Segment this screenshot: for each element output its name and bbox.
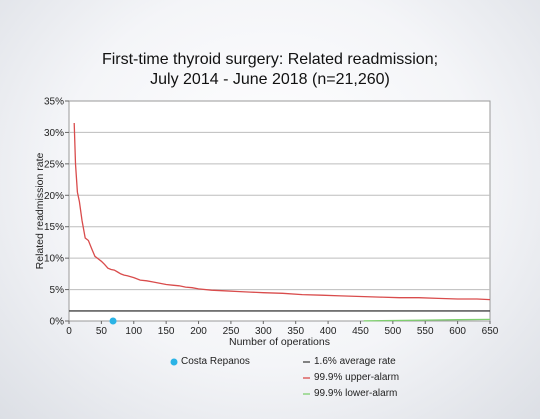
- x-tick-label: 50: [96, 326, 108, 337]
- y-axis-ticks: 0% 5% 10% 15% 20% 25% 30% 35%: [44, 97, 69, 328]
- x-tick-label: 250: [223, 326, 240, 337]
- legend-highlight-label: Costa Repanos: [181, 356, 250, 367]
- chart-subtitle: July 2014 - June 2018 (n=21,260): [150, 71, 390, 88]
- highlight-point-marker: [109, 317, 117, 325]
- y-tick-label: 10%: [44, 254, 64, 265]
- y-tick-label: 25%: [44, 159, 64, 170]
- x-tick-label: 150: [158, 326, 175, 337]
- x-tick-label: 300: [255, 326, 272, 337]
- x-tick-label: 550: [417, 326, 434, 337]
- x-tick-label: 0: [66, 326, 72, 337]
- legend-highlight-marker: [170, 358, 178, 366]
- x-tick-label: 650: [482, 326, 499, 337]
- x-tick-label: 450: [352, 326, 369, 337]
- x-tick-label: 400: [320, 326, 337, 337]
- x-tick-label: 100: [125, 326, 142, 337]
- series-line-99-9-lower-alarm: [363, 318, 491, 322]
- y-axis-label: Related readmission rate: [34, 152, 46, 269]
- legend-lower-label: 99.9% lower-alarm: [314, 388, 398, 399]
- y-tick-label: 15%: [44, 222, 64, 233]
- y-gridlines: [69, 131, 490, 291]
- x-tick-label: 200: [190, 326, 207, 337]
- x-tick-label: 350: [287, 326, 304, 337]
- x-tick-label: 600: [449, 326, 466, 337]
- chart-title: First-time thyroid surgery: Related read…: [101, 51, 439, 68]
- plot-background: [68, 100, 491, 322]
- y-tick-label: 5%: [50, 285, 65, 296]
- y-tick-label: 35%: [44, 97, 64, 108]
- y-tick-label: 0%: [50, 317, 65, 328]
- series-layer: [69, 122, 491, 325]
- series-line-99-9-upper-alarm: [73, 122, 491, 301]
- legend-average-label: 1.6% average rate: [314, 356, 396, 367]
- x-tick-label: 500: [385, 326, 402, 337]
- y-tick-label: 20%: [44, 191, 64, 202]
- x-axis-ticks: 0 50 100 150 200 250 300 350 400 450 500 550 600 650: [66, 321, 499, 337]
- legend-upper-label: 99.9% upper-alarm: [314, 372, 400, 383]
- y-tick-label: 30%: [44, 128, 64, 139]
- x-axis-label: Number of operations: [229, 336, 330, 348]
